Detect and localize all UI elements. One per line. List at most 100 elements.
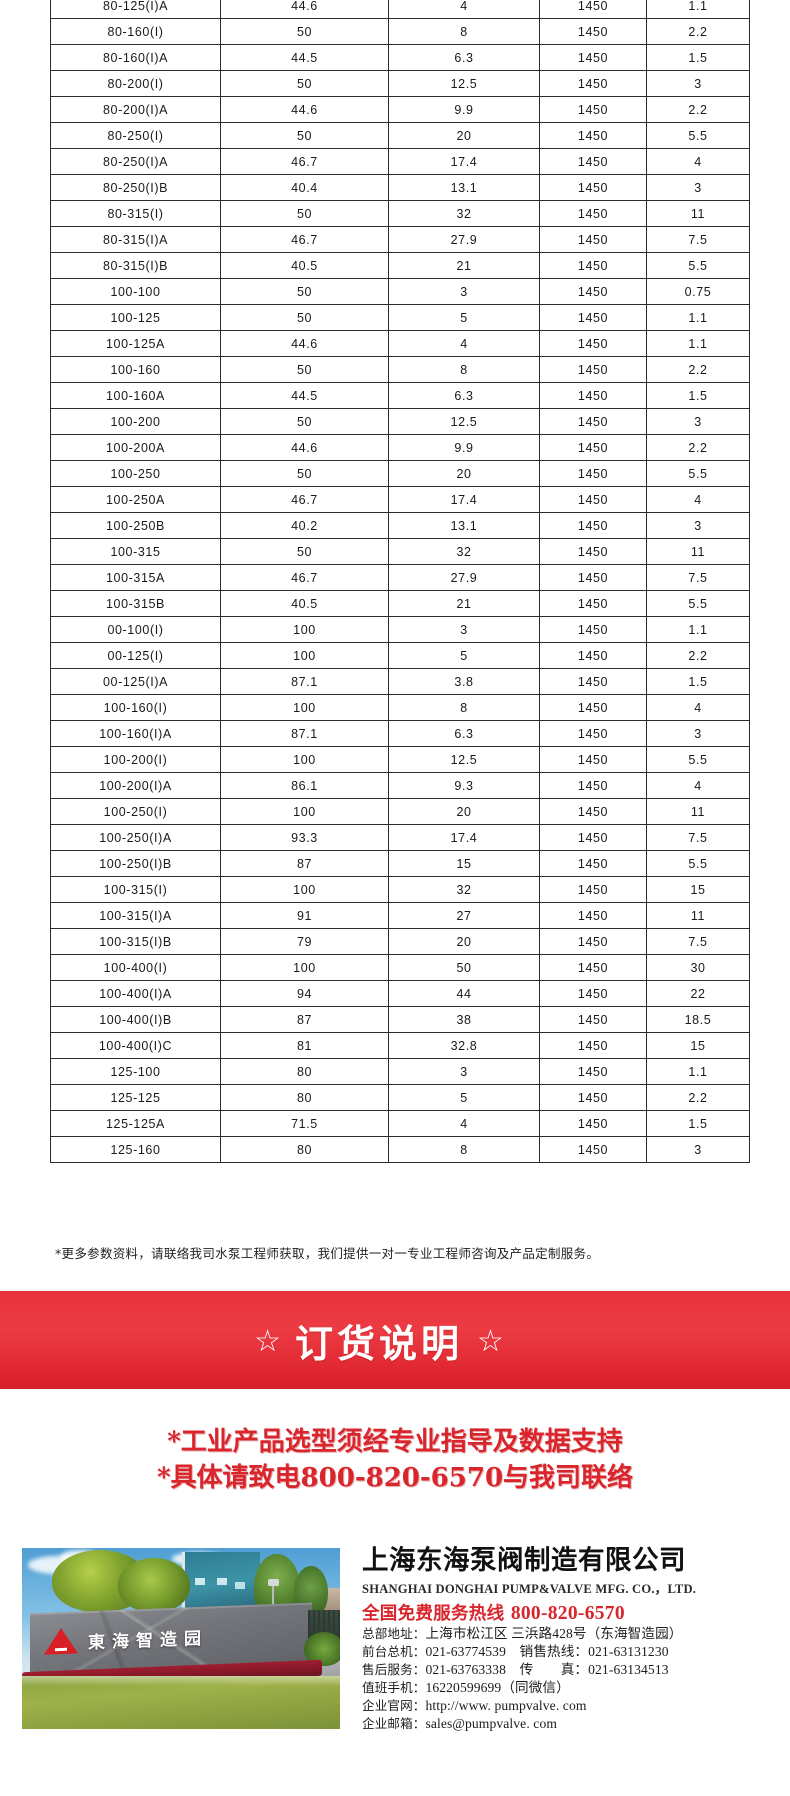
cell-value: 1450	[539, 538, 647, 565]
cell-value: 71.5	[220, 1110, 389, 1137]
cell-value: 1.5	[646, 44, 750, 71]
cell-model: 80-250(I)B	[50, 174, 221, 201]
table-row: 100-400(I)A 94 44 1450 22	[50, 980, 750, 1007]
cell-value: 87.1	[220, 668, 389, 695]
spec-table-wrapper: 80-125(I)A 44.6 4 1450 1.1 80-160(I) 50 8 1450 2.…	[50, 0, 750, 1163]
cell-value: 4	[646, 148, 750, 175]
cell-value: 79	[220, 928, 389, 955]
cell-value: 1450	[539, 174, 647, 201]
cell-value: 0.75	[646, 278, 750, 305]
hotline-label: 全国免费服务热线	[362, 1604, 505, 1624]
cell-value: 2.2	[646, 96, 750, 123]
cell-value: 1450	[539, 720, 647, 747]
cell-value: 5.5	[646, 252, 750, 279]
contact-value: 上海市松江区 三浜路428号（东海智造园）	[425, 1626, 683, 1641]
contact-value: 021-63763338 传 真：021-63134513	[425, 1662, 669, 1677]
table-row: 125-125 80 5 1450 2.2	[50, 1084, 750, 1111]
contact-label: 售后服务：	[362, 1662, 426, 1677]
table-row: 100-315A 46.7 27.9 1450 7.5	[50, 564, 750, 591]
cell-value: 2.2	[646, 356, 750, 383]
table-row: 80-125(I)A 44.6 4 1450 1.1	[50, 0, 750, 19]
cell-value: 1450	[539, 876, 647, 903]
cell-value: 20	[388, 798, 540, 825]
cell-value: 1450	[539, 668, 647, 695]
cell-value: 1450	[539, 980, 647, 1007]
cell-model: 100-315A	[50, 564, 221, 591]
cell-value: 50	[220, 356, 389, 383]
cell-value: 1450	[539, 460, 647, 487]
cell-value: 1450	[539, 1110, 647, 1137]
cell-value: 100	[220, 642, 389, 669]
cell-value: 13.1	[388, 512, 540, 539]
table-row: 100-315B 40.5 21 1450 5.5	[50, 590, 750, 617]
cell-value: 1450	[539, 304, 647, 331]
cell-value: 50	[220, 18, 389, 45]
cell-value: 15	[388, 850, 540, 877]
table-row: 100-250(I)B 87 15 1450 5.5	[50, 850, 750, 877]
cell-value: 1450	[539, 590, 647, 617]
cell-value: 8	[388, 694, 540, 721]
cell-value: 20	[388, 928, 540, 955]
table-row: 80-315(I)B 40.5 21 1450 5.5	[50, 252, 750, 279]
cell-value: 1450	[539, 18, 647, 45]
cell-value: 21	[388, 590, 540, 617]
table-row: 100-125A 44.6 4 1450 1.1	[50, 330, 750, 357]
cell-value: 44.6	[220, 96, 389, 123]
table-row: 100-400(I)B 87 38 1450 18.5	[50, 1006, 750, 1033]
cell-value: 1.1	[646, 616, 750, 643]
cell-value: 1450	[539, 70, 647, 97]
banner-content: ☆ 订货说明 ☆	[254, 1313, 504, 1368]
table-row: 80-160(I)A 44.5 6.3 1450 1.5	[50, 44, 750, 71]
contact-value: 021-63774539 销售热线：021-63131230	[425, 1644, 669, 1659]
cell-value: 1450	[539, 0, 647, 19]
cell-value: 6.3	[388, 44, 540, 71]
cell-model: 100-160	[50, 356, 221, 383]
table-row: 80-200(I) 50 12.5 1450 3	[50, 70, 750, 97]
cell-model: 00-125(I)A	[50, 668, 221, 695]
cell-value: 6.3	[388, 720, 540, 747]
cell-value: 3	[646, 174, 750, 201]
cell-model: 80-200(I)	[50, 70, 221, 97]
table-row: 80-315(I) 50 32 1450 11	[50, 200, 750, 227]
cell-value: 4	[646, 486, 750, 513]
cell-model: 100-250A	[50, 486, 221, 513]
cell-value: 40.5	[220, 590, 389, 617]
table-row: 100-160A 44.5 6.3 1450 1.5	[50, 382, 750, 409]
cell-value: 5	[388, 642, 540, 669]
cell-value: 22	[646, 980, 750, 1007]
table-row: 80-315(I)A 46.7 27.9 1450 7.5	[50, 226, 750, 253]
cell-value: 4	[388, 330, 540, 357]
contact-lines: 总部地址：上海市松江区 三浜路428号（东海智造园） 前台总机：021-63774…	[362, 1625, 782, 1733]
cell-model: 100-250B	[50, 512, 221, 539]
cell-value: 86.1	[220, 772, 389, 799]
table-row: 100-315(I)B 79 20 1450 7.5	[50, 928, 750, 955]
cell-value: 100	[220, 694, 389, 721]
company-name-cn: 上海东海泵阀制造有限公司	[362, 1545, 686, 1576]
table-row: 125-125A 71.5 4 1450 1.5	[50, 1110, 750, 1137]
contact-label: 企业官网：	[362, 1698, 426, 1713]
cell-value: 44.6	[220, 330, 389, 357]
cell-value: 3	[646, 512, 750, 539]
cell-value: 20	[388, 122, 540, 149]
table-row: 00-125(I)A 87.1 3.8 1450 1.5	[50, 668, 750, 695]
cell-value: 1450	[539, 96, 647, 123]
table-row: 80-200(I)A 44.6 9.9 1450 2.2	[50, 96, 750, 123]
cell-value: 50	[220, 460, 389, 487]
cell-value: 1450	[539, 642, 647, 669]
table-row: 100-100 50 3 1450 0.75	[50, 278, 750, 305]
cell-model: 80-250(I)A	[50, 148, 221, 175]
cell-model: 100-315	[50, 538, 221, 565]
table-row: 80-250(I) 50 20 1450 5.5	[50, 122, 750, 149]
contact-label: 总部地址：	[362, 1626, 426, 1641]
cell-value: 9.9	[388, 96, 540, 123]
cell-value: 91	[220, 902, 389, 929]
cell-value: 40.2	[220, 512, 389, 539]
cell-value: 8	[388, 18, 540, 45]
cell-value: 5.5	[646, 122, 750, 149]
table-row: 100-315(I) 100 32 1450 15	[50, 876, 750, 903]
headline-1: *工业产品选型须经专业指导及数据支持	[167, 1427, 623, 1457]
cell-value: 87	[220, 1006, 389, 1033]
cell-value: 81	[220, 1032, 389, 1059]
cell-value: 1450	[539, 356, 647, 383]
cell-model: 125-100	[50, 1058, 221, 1085]
